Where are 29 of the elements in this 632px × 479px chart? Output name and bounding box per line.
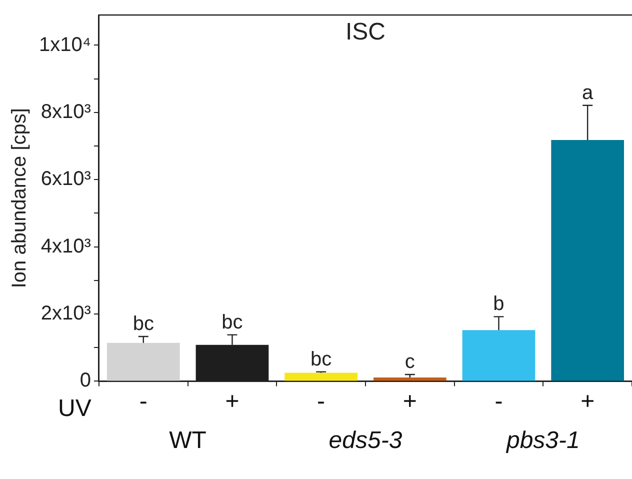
bar [106,342,180,381]
y-tick-label: 1x10⁴ [38,34,91,56]
bar [373,378,446,381]
bar [551,140,624,381]
y-tick-label: 0 [80,370,91,392]
text: eds5-3 [328,426,403,454]
data-label: c [404,350,415,373]
y-tick-label: 4x10³ [40,235,92,258]
bar [462,330,536,381]
data-label: a [582,82,594,104]
data-label: bc [310,348,332,370]
data-label: bc [222,311,243,334]
chart-title: ISC [345,18,386,46]
x-tick-label: - [494,388,503,416]
y-axis-title: Ion abundance [cps] [8,108,31,288]
x-tick-label: + [580,388,595,416]
bar [284,372,358,381]
text: pbs3-1 [505,426,580,454]
x-tick-label: - [139,388,148,416]
y-tick-label: 6x10³ [40,168,92,190]
x-tick-label: + [402,388,417,416]
x-tick-label: + [225,388,240,416]
y-tick-label: 8x10³ [40,100,92,123]
x-tick-label: - [317,388,326,416]
x-axis-title: UV [58,394,92,422]
text: WT [169,426,207,454]
data-label: bc [132,313,154,336]
data-label: b [493,293,504,316]
y-tick-label: 2x10³ [40,302,92,325]
